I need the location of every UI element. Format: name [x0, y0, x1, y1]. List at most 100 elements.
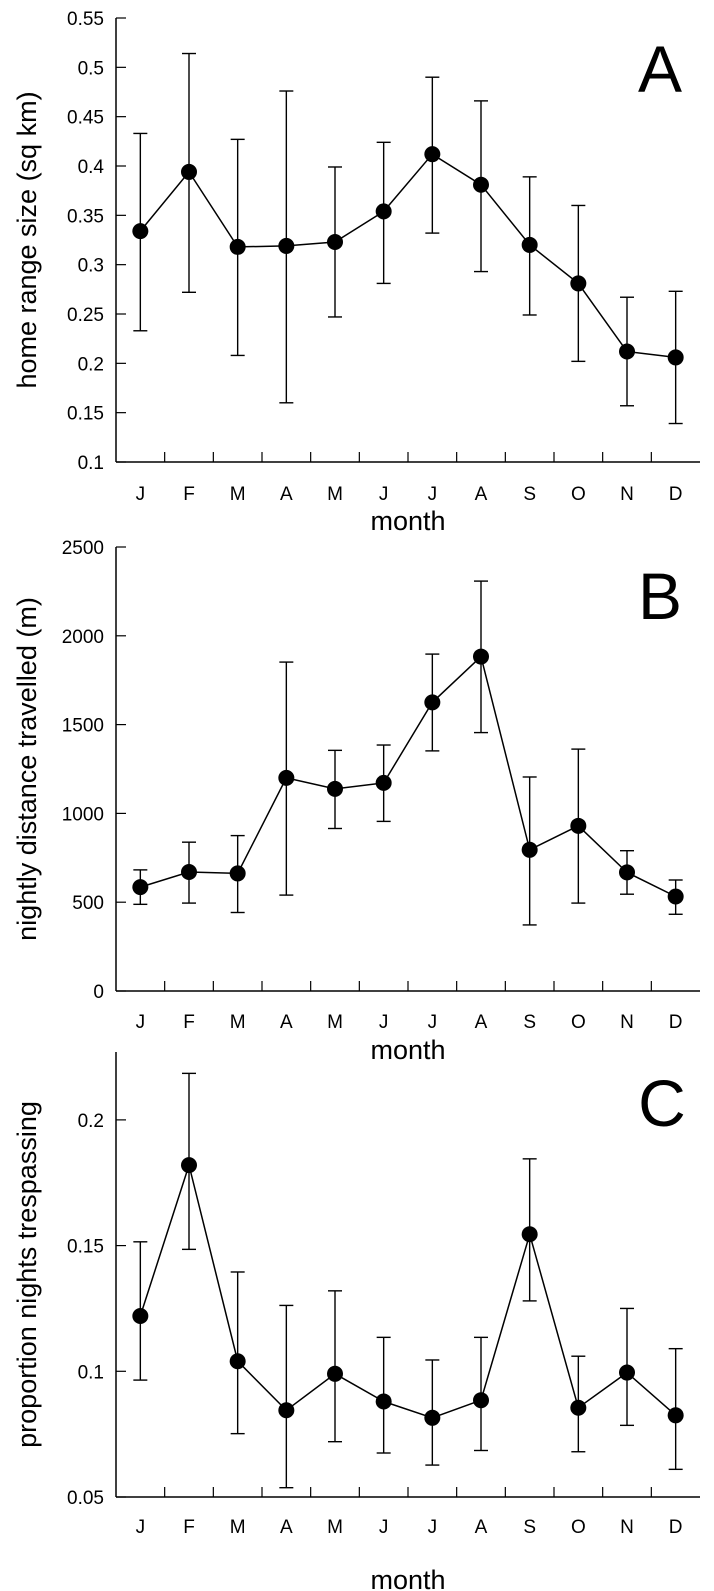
x-tick-label: S — [523, 1012, 536, 1033]
data-point — [181, 1157, 197, 1174]
y-tick-label: 0.05 — [67, 1488, 104, 1509]
y-axis-title: nightly distance travelled (m) — [12, 597, 42, 941]
x-tick-label: N — [620, 1517, 634, 1538]
x-tick-label: F — [183, 1012, 195, 1033]
y-tick-label: 0.3 — [78, 256, 104, 277]
y-tick-label: 0.2 — [78, 354, 104, 375]
x-tick-label: J — [379, 484, 389, 505]
x-tick-label: A — [475, 1517, 488, 1538]
data-point — [521, 841, 538, 858]
data-point — [424, 146, 441, 163]
x-tick-label: A — [280, 1012, 293, 1033]
data-point — [181, 864, 197, 881]
x-axis-title: month — [370, 1565, 445, 1591]
x-tick-label: S — [523, 1517, 536, 1538]
x-tick-label: M — [327, 1517, 343, 1538]
y-axis-title: home range size (sq km) — [12, 91, 42, 388]
y-tick-label: 1000 — [62, 804, 104, 825]
x-tick-label: J — [428, 1012, 438, 1033]
x-tick-label: F — [183, 484, 195, 505]
x-tick-label: J — [428, 1517, 438, 1538]
y-tick-label: 2000 — [62, 627, 104, 648]
y-tick-label: 0.4 — [78, 157, 105, 178]
x-tick-label: D — [669, 1517, 683, 1538]
y-tick-label: 0.25 — [67, 305, 104, 326]
y-tick-label: 0.15 — [67, 1237, 104, 1258]
data-point — [327, 233, 343, 250]
data-point — [619, 864, 635, 881]
y-tick-label: 0.1 — [78, 453, 104, 474]
x-tick-label: J — [428, 484, 438, 505]
x-tick-label: J — [379, 1517, 389, 1538]
data-point — [229, 1353, 246, 1370]
data-point — [132, 1307, 149, 1324]
x-tick-label: A — [475, 1012, 488, 1033]
data-point — [667, 349, 684, 366]
x-tick-label: F — [183, 1517, 195, 1538]
data-point — [473, 648, 489, 665]
y-tick-label: 0.1 — [78, 1362, 104, 1383]
data-point — [132, 223, 149, 240]
data-point — [570, 817, 587, 834]
data-point — [327, 1365, 343, 1382]
data-point — [473, 176, 489, 193]
data-point — [229, 238, 246, 255]
x-tick-label: J — [136, 1012, 146, 1033]
data-point — [619, 343, 635, 360]
data-point — [521, 1226, 538, 1243]
y-tick-label: 0.55 — [67, 9, 104, 30]
x-tick-label: M — [230, 484, 246, 505]
x-tick-label: M — [327, 484, 343, 505]
data-point — [278, 1402, 295, 1419]
data-point — [375, 1393, 392, 1410]
panel-label: A — [638, 32, 682, 106]
x-tick-label: S — [523, 484, 536, 505]
x-tick-label: J — [136, 484, 146, 505]
series-line — [140, 655, 677, 898]
data-point — [619, 1364, 635, 1381]
data-point — [667, 888, 684, 905]
y-tick-label: 0.45 — [67, 108, 104, 129]
x-tick-label: M — [230, 1012, 246, 1033]
y-tick-label: 2500 — [62, 538, 104, 559]
data-point — [132, 879, 149, 896]
series-line — [139, 153, 676, 359]
series-line — [139, 1162, 677, 1419]
x-tick-label: J — [136, 1517, 146, 1538]
data-point — [375, 774, 392, 791]
data-point — [473, 1392, 489, 1409]
x-tick-label: O — [571, 1517, 586, 1538]
x-tick-label: D — [669, 484, 683, 505]
data-point — [181, 163, 197, 180]
data-point — [424, 1409, 441, 1426]
data-point — [521, 236, 538, 253]
y-axis-title: proportion nights trespassing — [12, 1101, 42, 1448]
x-tick-label: A — [280, 1517, 293, 1538]
y-tick-label: 500 — [72, 893, 104, 914]
x-tick-label: N — [620, 1012, 634, 1033]
data-point — [424, 694, 441, 711]
y-tick-label: 0.15 — [67, 404, 104, 425]
data-point — [570, 1399, 587, 1416]
y-tick-label: 0.2 — [78, 1111, 104, 1132]
data-point — [375, 203, 392, 220]
data-point — [229, 865, 246, 882]
x-tick-label: N — [620, 484, 634, 505]
y-tick-label: 0.35 — [67, 206, 104, 227]
x-tick-label: D — [669, 1012, 683, 1033]
x-tick-label: O — [571, 1012, 586, 1033]
data-point — [667, 1407, 684, 1424]
x-tick-label: O — [571, 484, 586, 505]
data-point — [278, 237, 295, 254]
y-tick-label: 0.5 — [78, 58, 104, 79]
x-axis-title: month — [370, 506, 445, 536]
data-point — [278, 769, 295, 786]
panel-label: C — [638, 1066, 686, 1140]
data-point — [327, 780, 343, 797]
data-point — [570, 275, 587, 292]
x-tick-label: M — [230, 1517, 246, 1538]
x-tick-label: A — [475, 484, 488, 505]
x-axis-title: month — [370, 1035, 445, 1065]
y-tick-label: 1500 — [62, 716, 104, 737]
